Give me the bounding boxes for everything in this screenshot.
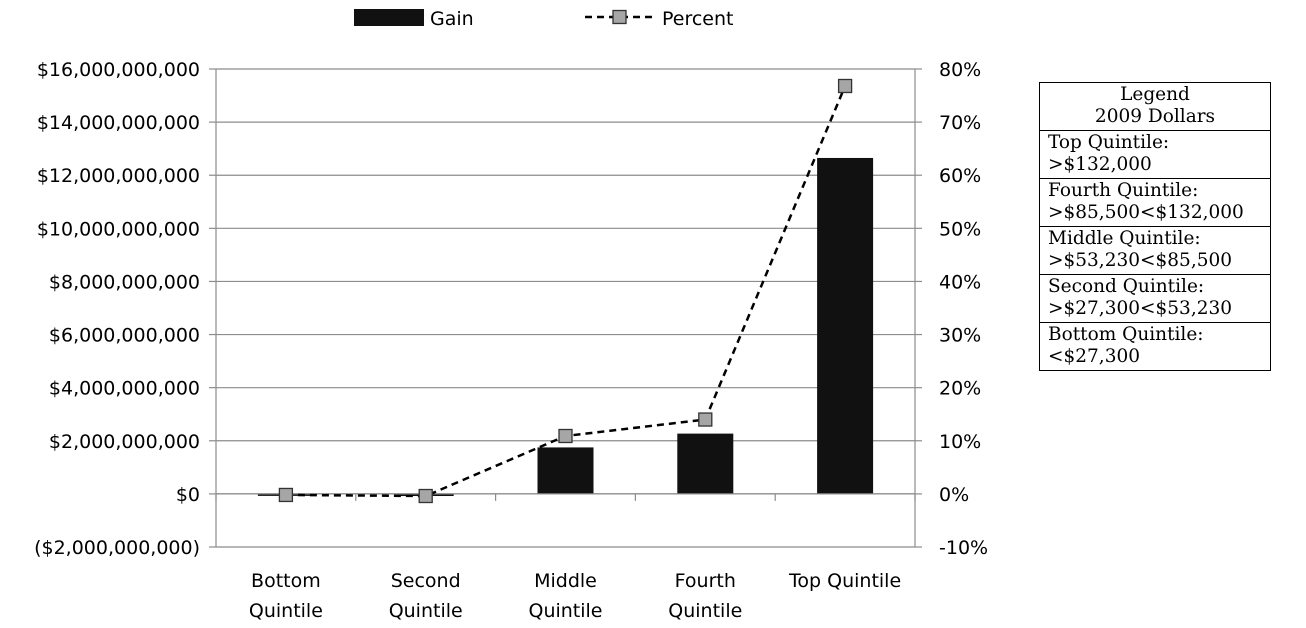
right-tick-label: 10% bbox=[939, 431, 981, 453]
left-tick-label: $0 bbox=[176, 484, 200, 506]
side-legend-text: >$132,000 bbox=[1048, 154, 1152, 175]
percent-marker bbox=[278, 487, 294, 503]
side-legend-text: 2009 Dollars bbox=[1094, 106, 1216, 127]
legend-percent-label: Percent bbox=[662, 8, 734, 30]
side-legend-row: Bottom Quintile: <$27,300 bbox=[1040, 322, 1270, 370]
side-legend-text: <$27,300 bbox=[1048, 346, 1141, 367]
side-legend-text: Legend bbox=[1120, 84, 1190, 105]
right-tick-label: 50% bbox=[939, 218, 981, 240]
side-legend-text: >$53,230<$85,500 bbox=[1048, 250, 1233, 271]
category-label: Bottom bbox=[251, 570, 321, 592]
right-tick-label: 40% bbox=[939, 271, 981, 293]
category-label: Top Quintile bbox=[788, 570, 901, 592]
gain-bar bbox=[817, 157, 874, 494]
side-legend-row: Top Quintile: >$132,000 bbox=[1040, 130, 1270, 178]
right-tick-label: 80% bbox=[939, 59, 981, 81]
chart-legend: Gain Percent bbox=[354, 8, 734, 30]
gain-bar bbox=[537, 447, 594, 494]
left-tick-label: $6,000,000,000 bbox=[49, 325, 200, 347]
right-tick-label: -10% bbox=[939, 537, 988, 559]
category-label: Quintile bbox=[528, 600, 602, 622]
left-tick-label: $2,000,000,000 bbox=[49, 431, 200, 453]
side-legend-table: Legend 2009 Dollars Top Quintile: >$132,000… bbox=[1039, 82, 1271, 371]
side-legend-row: Fourth Quintile: >$85,500<$132,000 bbox=[1040, 178, 1270, 226]
legend-gain-label: Gain bbox=[430, 8, 474, 30]
percent-marker bbox=[837, 78, 853, 94]
side-legend-text: Bottom Quintile: bbox=[1048, 324, 1204, 345]
left-tick-label: $10,000,000,000 bbox=[37, 218, 200, 240]
category-labels: Bottom Quintile Second Quintile Middle Quinti… bbox=[249, 570, 901, 622]
side-legend-text: Top Quintile: bbox=[1048, 132, 1170, 153]
left-tick-label: ($2,000,000,000) bbox=[34, 537, 200, 559]
percent-marker bbox=[698, 412, 713, 427]
category-label: Middle bbox=[534, 570, 597, 592]
right-tick-label: 20% bbox=[939, 378, 981, 400]
category-label: Quintile bbox=[668, 600, 742, 622]
side-legend-text: Middle Quintile: bbox=[1048, 228, 1201, 249]
percent-marker bbox=[558, 428, 573, 444]
side-legend-text: Second Quintile: bbox=[1048, 276, 1205, 297]
axes bbox=[209, 68, 922, 548]
left-tick-label: $8,000,000,000 bbox=[49, 271, 200, 293]
right-tick-label: 0% bbox=[939, 484, 969, 506]
category-label: Fourth bbox=[675, 570, 736, 592]
percent-marker bbox=[418, 488, 433, 504]
category-label: Second bbox=[391, 570, 461, 592]
category-label: Quintile bbox=[249, 600, 323, 622]
legend-gain-swatch bbox=[354, 9, 424, 26]
right-axis-tick-labels: -10% 0% 10% 20% 30% 40% 50% 60% 70% 80% bbox=[939, 59, 988, 559]
right-tick-label: 30% bbox=[939, 325, 981, 347]
side-legend-row: Second Quintile: >$27,300<$53,230 bbox=[1040, 274, 1270, 322]
category-label: Quintile bbox=[389, 600, 463, 622]
right-tick-label: 70% bbox=[939, 112, 981, 134]
side-legend-text: >$85,500<$132,000 bbox=[1048, 202, 1244, 223]
side-legend-header: Legend 2009 Dollars bbox=[1040, 83, 1270, 130]
side-legend-row: Middle Quintile: >$53,230<$85,500 bbox=[1040, 226, 1270, 274]
gain-bar bbox=[677, 433, 734, 494]
left-axis-tick-labels: ($2,000,000,000) $0 $2,000,000,000 $4,000,0… bbox=[34, 59, 200, 559]
left-tick-label: $16,000,000,000 bbox=[37, 59, 200, 81]
right-tick-label: 60% bbox=[939, 165, 981, 187]
left-tick-label: $14,000,000,000 bbox=[37, 112, 200, 134]
gain-bars bbox=[257, 157, 874, 497]
side-legend-text: >$27,300<$53,230 bbox=[1048, 298, 1233, 319]
percent-line bbox=[278, 78, 853, 504]
side-legend-text: Fourth Quintile: bbox=[1048, 180, 1199, 201]
legend-percent-marker bbox=[612, 9, 627, 25]
left-tick-label: $4,000,000,000 bbox=[49, 378, 200, 400]
left-tick-label: $12,000,000,000 bbox=[37, 165, 200, 187]
